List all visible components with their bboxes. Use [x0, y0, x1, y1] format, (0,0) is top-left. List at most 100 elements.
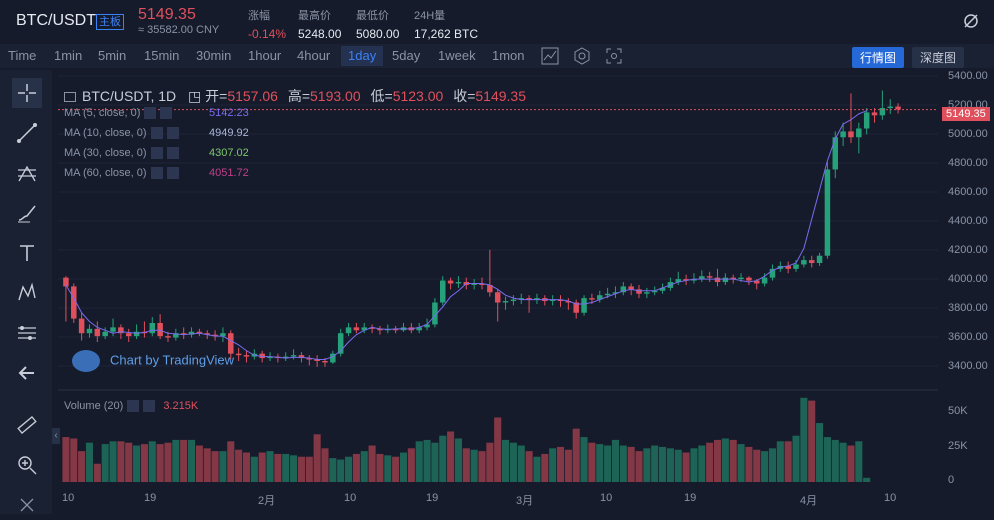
settings-gear-icon[interactable] — [572, 46, 592, 66]
volume-bar — [454, 438, 462, 482]
candle-body — [785, 265, 791, 269]
volume-settings-icon[interactable] — [127, 400, 140, 413]
tab-depth-chart[interactable]: 深度图 — [912, 47, 965, 68]
last-price: 5149.35 — [138, 6, 196, 23]
price-tick: 4800.00 — [948, 157, 988, 169]
brush-tool[interactable] — [12, 198, 42, 228]
candlestick-chart[interactable] — [58, 70, 938, 490]
volume-bar — [792, 435, 800, 482]
tab-market-chart[interactable]: 行情图 — [852, 47, 905, 68]
candle-body — [557, 299, 564, 302]
ma-settings-icon[interactable] — [150, 127, 163, 140]
ma-remove-icon[interactable] — [166, 147, 179, 160]
ma-remove-icon[interactable] — [160, 107, 173, 120]
prediction-tool[interactable] — [12, 318, 42, 348]
volume-bar — [776, 441, 784, 482]
candle-body — [314, 359, 320, 361]
trend-line-tool[interactable] — [12, 118, 42, 148]
zoom-tool[interactable] — [12, 450, 42, 480]
back-tool[interactable] — [12, 358, 42, 388]
candle-body — [322, 360, 328, 363]
interval-time[interactable]: Time — [8, 48, 37, 63]
volume-bar — [360, 451, 368, 482]
price-tick: 4600.00 — [948, 186, 988, 198]
candle-body — [149, 322, 156, 334]
fib-tool[interactable] — [12, 158, 42, 188]
toolbar-collapse-handle[interactable]: ‹ — [52, 428, 60, 444]
volume-bar — [211, 451, 219, 482]
ruler-icon — [17, 416, 37, 434]
interval-5min[interactable]: 5min — [98, 48, 127, 63]
ticker-header: BTC/USDT 主板 5149.35 ≈ 35582.00 CNY 涨幅 -0.… — [0, 0, 994, 42]
candle-body — [526, 298, 532, 300]
interval-1mon[interactable]: 1mon — [492, 48, 525, 63]
measure-tool[interactable] — [12, 410, 42, 440]
fullscreen-icon[interactable] — [604, 46, 624, 66]
ohlc-eye-icon[interactable]: ◳ — [188, 88, 202, 104]
ma-settings-icon[interactable] — [150, 147, 163, 160]
candle-body — [620, 286, 627, 293]
candle-body — [628, 286, 634, 290]
interval-1week[interactable]: 1week — [438, 48, 476, 63]
volume-bar — [855, 441, 863, 482]
hide-chart-icon[interactable] — [962, 12, 980, 30]
interval-5day[interactable]: 5day — [392, 48, 421, 63]
ma-remove-icon[interactable] — [166, 167, 179, 180]
candle-body — [699, 276, 705, 280]
interval-4hour[interactable]: 4hour — [297, 48, 331, 63]
volume-bar — [596, 444, 604, 482]
volume-bar — [274, 453, 282, 482]
volume-bar — [345, 456, 353, 482]
time-tick: 10 — [344, 492, 357, 504]
candle-body — [361, 327, 367, 331]
ma-remove-icon[interactable] — [166, 127, 179, 140]
volume-bar — [462, 448, 470, 482]
collapse-legend-icon[interactable] — [64, 92, 76, 103]
tradingview-watermark[interactable]: Chart by TradingView — [72, 350, 234, 372]
interval-1min[interactable]: 1min — [54, 48, 83, 63]
ma-settings-icon[interactable] — [144, 107, 157, 120]
interval-15min[interactable]: 15min — [144, 48, 180, 63]
candle-body — [94, 328, 101, 337]
pair-name[interactable]: BTC/USDT — [16, 12, 96, 29]
high-value: 5193.00 — [310, 88, 361, 104]
volume-bar — [242, 452, 251, 482]
volume-bar — [172, 439, 180, 482]
candle-body — [816, 255, 823, 264]
text-tool[interactable] — [12, 238, 42, 268]
candle-body — [180, 333, 187, 335]
volume-remove-icon[interactable] — [143, 400, 156, 413]
volume-bar — [352, 453, 360, 482]
volume-bar — [329, 458, 337, 482]
candle-body — [118, 327, 124, 334]
brush-icon — [18, 205, 36, 223]
crosshair-tool[interactable] — [12, 78, 42, 108]
volume-bar — [62, 437, 70, 482]
candle-body — [510, 299, 517, 302]
volume-bar — [682, 452, 690, 482]
chart-type-icon[interactable] — [540, 46, 560, 66]
candle-body — [220, 333, 226, 337]
volume-bar — [604, 445, 612, 482]
candle-body — [518, 298, 524, 300]
open-label: 开= — [205, 88, 228, 104]
pattern-tool[interactable] — [12, 278, 42, 308]
interval-1hour[interactable]: 1hour — [248, 48, 282, 63]
volume-bar — [784, 441, 792, 482]
interval-30min[interactable]: 30min — [196, 48, 232, 63]
volume-bar — [533, 456, 541, 482]
magnet-tool[interactable] — [12, 490, 42, 520]
ma-legend-row: MA (30, close, 0) 4307.02 — [64, 147, 249, 160]
candle-body — [330, 353, 336, 363]
ruler-lines-icon — [18, 326, 36, 340]
volume-bar — [761, 451, 769, 482]
volume-bar — [564, 449, 572, 482]
interval-1day[interactable]: 1day — [341, 46, 384, 66]
ma-settings-icon[interactable] — [150, 167, 163, 180]
price-axis[interactable]: 5400.00 5200.00 5000.00 4800.00 4600.00 … — [940, 70, 994, 490]
price-tick: 3400.00 — [948, 360, 988, 372]
price-tick: 4400.00 — [948, 215, 988, 227]
stat-label: 24H量 — [414, 10, 446, 22]
zoom-in-icon — [18, 456, 37, 475]
candle-body — [675, 279, 682, 283]
